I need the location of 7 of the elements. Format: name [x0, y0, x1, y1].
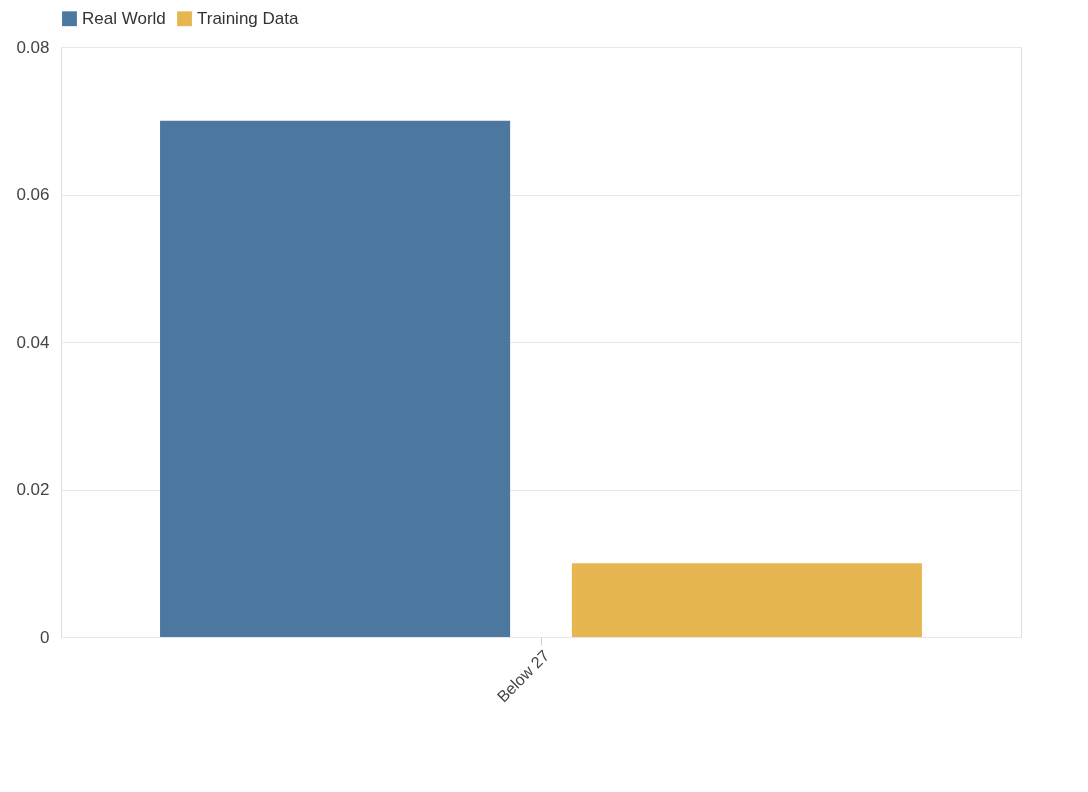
y-tick-label: 0.06: [16, 185, 50, 204]
y-tick-label: 0.02: [16, 480, 50, 499]
legend-label: Training Data: [197, 8, 299, 28]
y-tick-label: 0.08: [16, 37, 50, 57]
legend-label: Real World: [82, 8, 166, 28]
y-tick-label: 0: [40, 627, 50, 647]
y-tick-label: 0.04: [16, 332, 50, 352]
